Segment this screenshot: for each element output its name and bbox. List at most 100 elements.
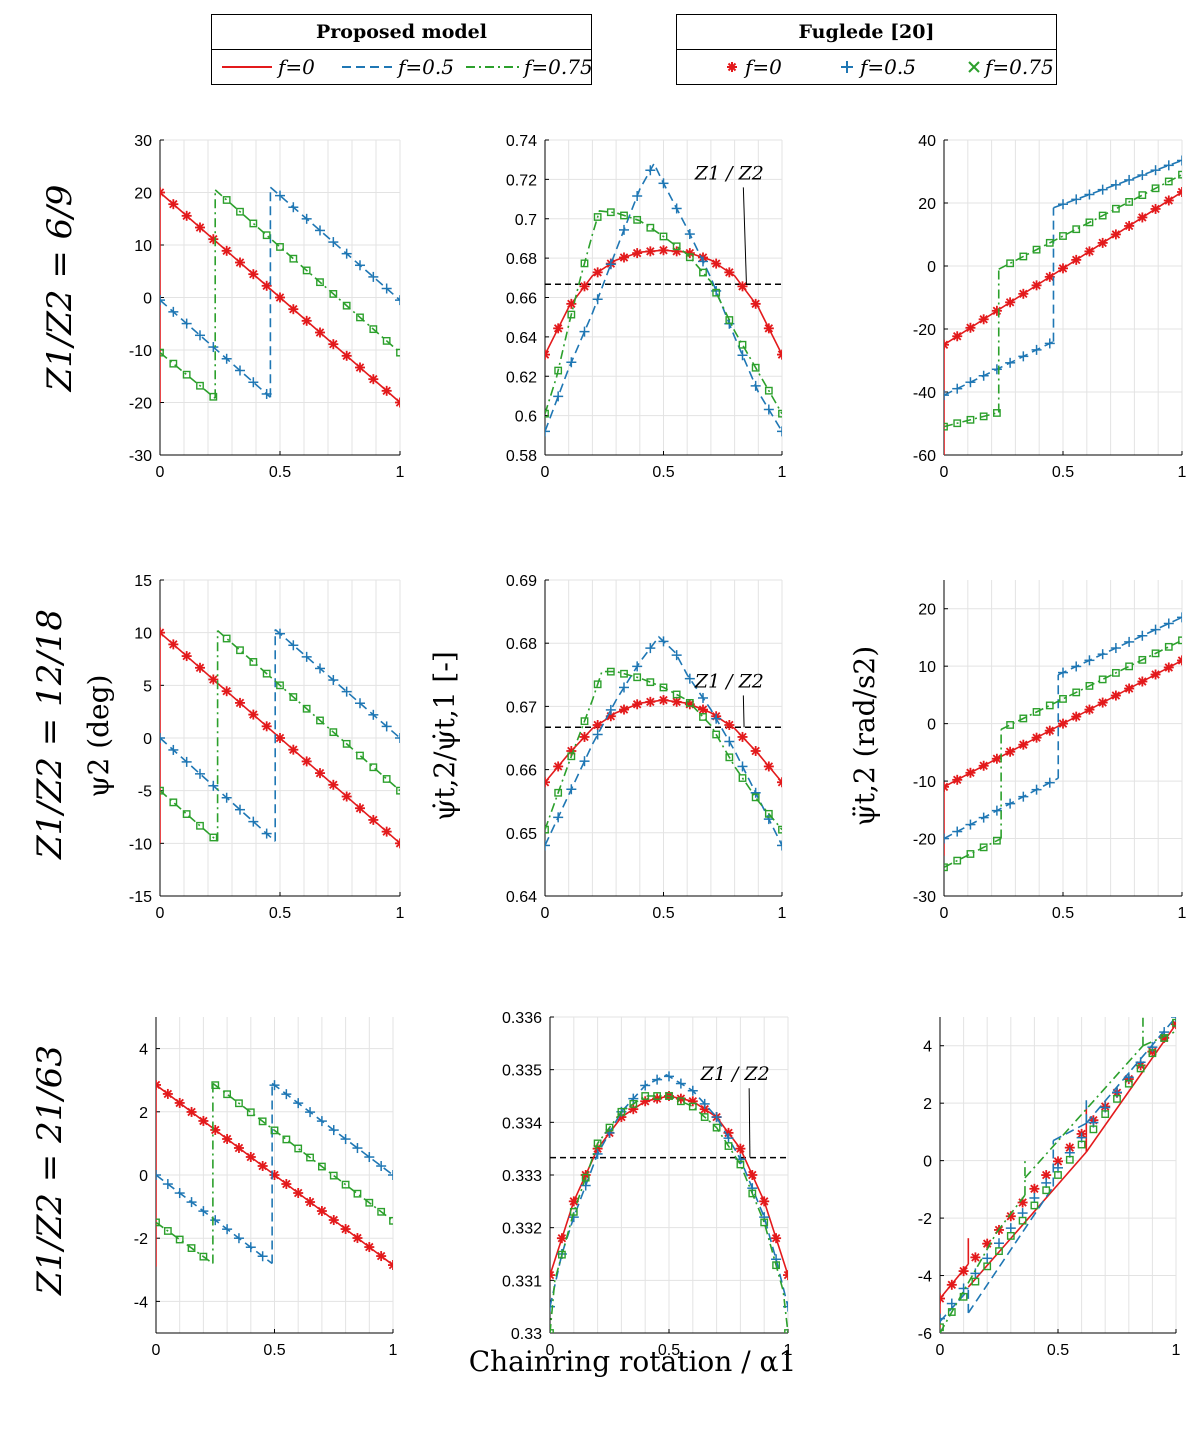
data-marker (1125, 662, 1134, 671)
data-marker (235, 365, 245, 376)
x-tick-label: 0 (940, 464, 949, 480)
plot-area (550, 1071, 788, 1333)
data-marker (315, 768, 325, 779)
data-marker (672, 242, 681, 251)
data-marker (699, 713, 707, 721)
data-marker (199, 1252, 208, 1261)
y-tick-label: -20 (913, 832, 936, 849)
data-marker (288, 304, 299, 315)
data-marker (554, 366, 563, 375)
data-marker (947, 1308, 956, 1316)
series-segment (1024, 1045, 1144, 1179)
data-marker (341, 1180, 350, 1189)
data-marker (1044, 777, 1055, 788)
series-segment (1085, 1023, 1176, 1153)
x-tick-label: 0.5 (1047, 1342, 1069, 1359)
annotation-pointer-line (748, 1088, 751, 1158)
data-marker (645, 246, 656, 257)
data-marker (978, 370, 989, 381)
data-marker (396, 348, 400, 357)
legend-fuglede-f0: f=0 (717, 50, 827, 84)
chart-panel-r2-angle: -15 -10 -5 0 5 10 15 0 0.5 1 (129, 573, 405, 920)
data-marker (550, 1270, 555, 1281)
data-marker (211, 1081, 220, 1090)
data-marker (1124, 683, 1135, 694)
data-marker (235, 1099, 243, 1108)
data-marker (632, 248, 643, 259)
y-tick-label: 0 (143, 731, 152, 748)
data-marker (156, 1218, 160, 1227)
data-marker (1111, 204, 1120, 213)
data-marker (181, 210, 192, 221)
data-marker (364, 1152, 375, 1163)
legend-proposed-f0-label: f=0 (278, 55, 315, 79)
grid (544, 579, 783, 897)
data-marker (592, 729, 603, 740)
data-marker (301, 651, 312, 662)
series-segment (998, 173, 1182, 270)
data-marker (168, 306, 179, 317)
y-tick-label: 0 (927, 717, 936, 734)
series-segment (967, 1186, 1054, 1314)
data-marker (580, 259, 589, 268)
grid (943, 139, 1183, 456)
data-marker (958, 1283, 969, 1294)
x-tick-label: 1 (1172, 1342, 1181, 1359)
data-marker (168, 744, 179, 755)
data-marker (364, 1242, 375, 1253)
data-marker (684, 229, 695, 240)
data-marker (1054, 1171, 1062, 1179)
data-marker (288, 202, 299, 213)
data-marker (738, 340, 747, 349)
y-tick-label: -20 (913, 322, 936, 339)
data-marker (632, 191, 643, 201)
data-marker (778, 409, 782, 418)
data-marker (248, 377, 259, 388)
data-marker (1177, 155, 1182, 166)
data-marker (282, 1135, 291, 1144)
y-tick-label: -20 (129, 396, 152, 413)
data-marker (646, 223, 655, 232)
data-marker (368, 709, 379, 720)
data-marker (275, 733, 285, 743)
data-marker (545, 777, 550, 788)
data-marker (619, 682, 629, 693)
data-marker (1077, 1140, 1086, 1149)
series-segment (944, 411, 999, 428)
data-marker (316, 716, 324, 725)
data-marker (275, 292, 285, 303)
data-marker (376, 1161, 387, 1172)
y-tick-label: 0.64 (506, 330, 537, 347)
series-f-0p75 (944, 170, 1182, 431)
data-marker (1084, 655, 1095, 666)
x-tick-label: 1 (778, 464, 787, 480)
y-tick-label: -60 (913, 448, 936, 465)
data-marker (1137, 170, 1148, 181)
row-label-6-9: Z1/Z2 = 6/9 (40, 184, 80, 392)
data-marker (620, 669, 628, 678)
data-marker (777, 840, 782, 851)
data-marker (777, 426, 782, 437)
data-marker (646, 678, 655, 687)
data-marker (195, 768, 205, 779)
data-marker (771, 1233, 782, 1244)
data-marker (293, 1188, 304, 1199)
data-marker (1125, 198, 1134, 206)
data-marker (222, 634, 231, 643)
data-marker (382, 336, 391, 345)
data-marker (953, 419, 962, 428)
series-segment (160, 352, 216, 399)
data-marker (1031, 784, 1042, 795)
y-tick-label: 20 (918, 196, 936, 213)
data-marker (640, 1080, 651, 1091)
x-tick-label: 0.5 (652, 905, 674, 920)
data-marker (328, 1215, 339, 1226)
y-tick-label: -40 (913, 385, 936, 402)
legend-fuglede-f05-label: f=0.5 (860, 55, 916, 79)
series-f-0p75 (160, 629, 400, 842)
legend-proposed-items: f=0 f=0.5 f=0.75 (212, 50, 593, 84)
data-marker (959, 1292, 968, 1301)
data-marker (163, 1227, 172, 1235)
x-tick-label: 0.5 (269, 464, 291, 480)
data-marker (236, 646, 244, 655)
